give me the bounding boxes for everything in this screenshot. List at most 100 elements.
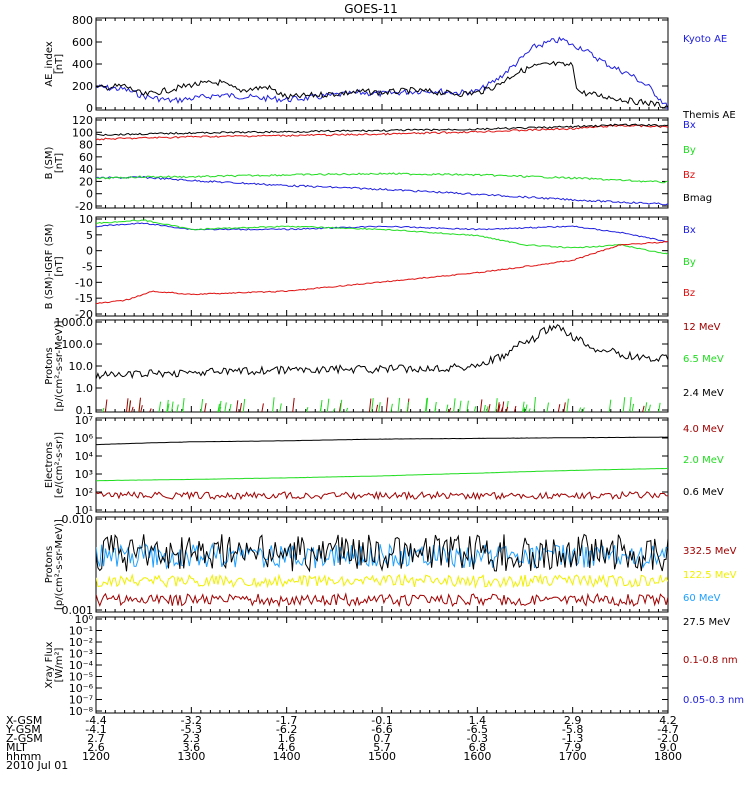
floor-spike [466, 400, 469, 412]
y-tick-label: 1000.0 [55, 316, 94, 329]
series-line-27-5-mev [96, 533, 668, 573]
floor-spike [371, 398, 374, 412]
series-line-kyoto-ae [96, 36, 668, 110]
series-line-bmag [96, 123, 668, 137]
floor-spike [459, 400, 462, 412]
panel-frame [95, 17, 669, 111]
legend-0-6-mev: 0.6 MeV [683, 487, 724, 498]
panel-1: 800 600 400 200 0 AE_index [nT] Kyoto AE Themis … [44, 14, 736, 121]
series-line-2-0-mev [96, 467, 668, 482]
series-line-themis-ae [96, 60, 668, 109]
y-tick-label: 10⁻⁸ [69, 705, 94, 718]
panel-frame [95, 616, 669, 714]
y-axis-label: [W/m²] [54, 647, 65, 682]
floor-spike [424, 398, 428, 412]
legend-4-0-mev: 4.0 MeV [683, 424, 724, 435]
series-line-2-4-mev [96, 324, 668, 380]
footer-value: 0.7 [373, 732, 391, 745]
floor-spike [292, 397, 295, 412]
chart-title: GOES-11 [344, 2, 398, 16]
y-tick-label: 0.001 [62, 604, 94, 617]
floor-spike [138, 397, 141, 412]
footer-row-label: MLT [6, 741, 27, 754]
floor-spike [448, 407, 452, 412]
panel-frame [95, 216, 669, 317]
floor-spike [566, 398, 569, 412]
footer-value: -5.8 [562, 723, 583, 736]
y-tick-label: -5 [82, 261, 93, 274]
footer-value: 2.3 [183, 732, 201, 745]
footer-value: 2.9 [564, 714, 582, 727]
y-axis-label: [nT] [54, 54, 65, 74]
footer-value: 1600 [463, 750, 491, 763]
floor-spike [445, 404, 449, 412]
footer-value: -3.2 [181, 714, 202, 727]
floor-spike [563, 402, 566, 412]
y-tick-label: 0 [86, 245, 93, 258]
floor-spike [434, 401, 437, 412]
floor-spike [473, 406, 477, 412]
floor-spike [385, 397, 389, 412]
y-tick-label: 5 [86, 229, 93, 242]
y-tick-label: 100.0 [62, 338, 94, 351]
floor-spike [513, 405, 517, 412]
floor-spike [488, 404, 491, 412]
floor-spike [171, 401, 174, 412]
floor-spike [140, 405, 143, 412]
floor-spike [498, 404, 501, 412]
floor-spike [242, 398, 246, 412]
legend-60-mev: 60 MeV [683, 593, 721, 604]
series-line-4-0-mev [96, 490, 668, 501]
floor-spike [101, 407, 105, 412]
floor-spike [546, 402, 549, 412]
floor-spike [453, 398, 456, 412]
y-tick-label: 0.010 [62, 513, 94, 526]
legend-themis-ae: Themis AE [682, 110, 736, 121]
floor-spike [525, 404, 528, 412]
floor-spike [368, 398, 372, 412]
y-tick-label: 1.0 [76, 382, 94, 395]
y-tick-label: 10⁻⁷ [69, 694, 93, 707]
panel-5: 10⁷ 10⁶ 10⁴ 10³ 10² 10¹ Electrons [e/(cm²-s-sr)… [44, 414, 724, 517]
legend-bx: Bx [683, 225, 696, 236]
floor-spike [479, 399, 483, 412]
footer-value: 4.2 [659, 714, 677, 727]
footer-value: -2.0 [657, 732, 678, 745]
footer-row-label: Y-GSM [5, 723, 41, 736]
floor-spike [279, 403, 282, 412]
y-tick-label: 10.0 [69, 360, 94, 373]
legend-0-05-0-3-nm: 0.05-0.3 nm [683, 695, 744, 706]
footer-value: -4.4 [85, 714, 106, 727]
legend-122-5-mev: 122.5 MeV [683, 570, 737, 581]
floor-spike [608, 399, 612, 412]
y-tick-label: 10 [79, 213, 93, 226]
floor-spike [229, 403, 232, 412]
floor-spike [522, 407, 526, 412]
floor-spike [339, 399, 343, 412]
y-tick-label: 10⁻⁵ [69, 671, 93, 684]
floor-spike [557, 404, 561, 412]
legend-12-mev: 12 MeV [683, 322, 721, 333]
y-tick-label: 10⁻¹ [69, 625, 93, 638]
footer-value: 6.8 [469, 741, 487, 754]
y-axis-label: [e/(cm²-s-sr)] [54, 432, 65, 498]
footer-value: -0.3 [467, 732, 488, 745]
footer-value: 1300 [177, 750, 205, 763]
y-tick-label: 10⁴ [75, 450, 94, 463]
floor-spike [642, 405, 645, 412]
panel-4: 1000.0 100.0 10.0 1.0 0.1 Protons [p/(cm²-s-sr… [44, 316, 724, 417]
series-line-bz [96, 241, 668, 305]
y-tick-label: 10⁻³ [69, 648, 93, 661]
series-line-332-5-mev [96, 592, 668, 608]
y-tick-label: 10⁻⁴ [69, 659, 94, 672]
y-tick-label: 80 [79, 139, 93, 152]
footer-value: -6.2 [276, 723, 297, 736]
footer-value: -6.6 [371, 723, 392, 736]
legend-6-5-mev: 6.5 MeV [683, 354, 724, 365]
floor-spike [486, 406, 489, 412]
floor-spikes [101, 397, 661, 412]
